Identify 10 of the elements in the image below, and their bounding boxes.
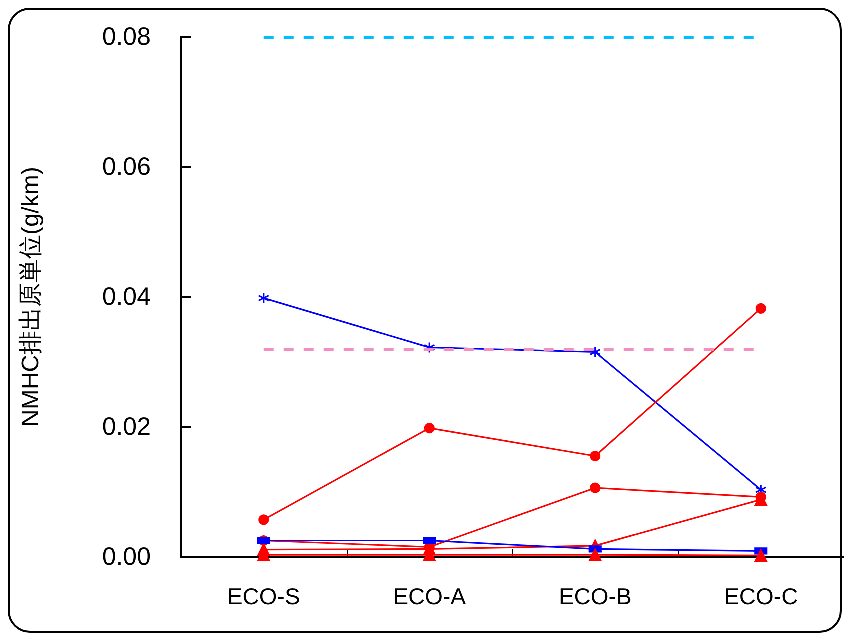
y-tick-label: 0.04 xyxy=(102,283,152,311)
y-tick-label: 0.06 xyxy=(102,153,151,181)
x-tick-label: ECO-C xyxy=(724,584,798,610)
x-tick-label: ECO-S xyxy=(227,584,300,610)
x-tick-label: ECO-A xyxy=(393,584,467,610)
y-tick-label: 0.02 xyxy=(102,413,151,441)
x-tick-label: ECO-B xyxy=(558,584,632,610)
y-axis-title: NMHC排出原単位(g/km) xyxy=(18,167,44,427)
y-tick-label: 0.08 xyxy=(102,23,151,51)
y-tick-label: 0.00 xyxy=(102,543,151,571)
